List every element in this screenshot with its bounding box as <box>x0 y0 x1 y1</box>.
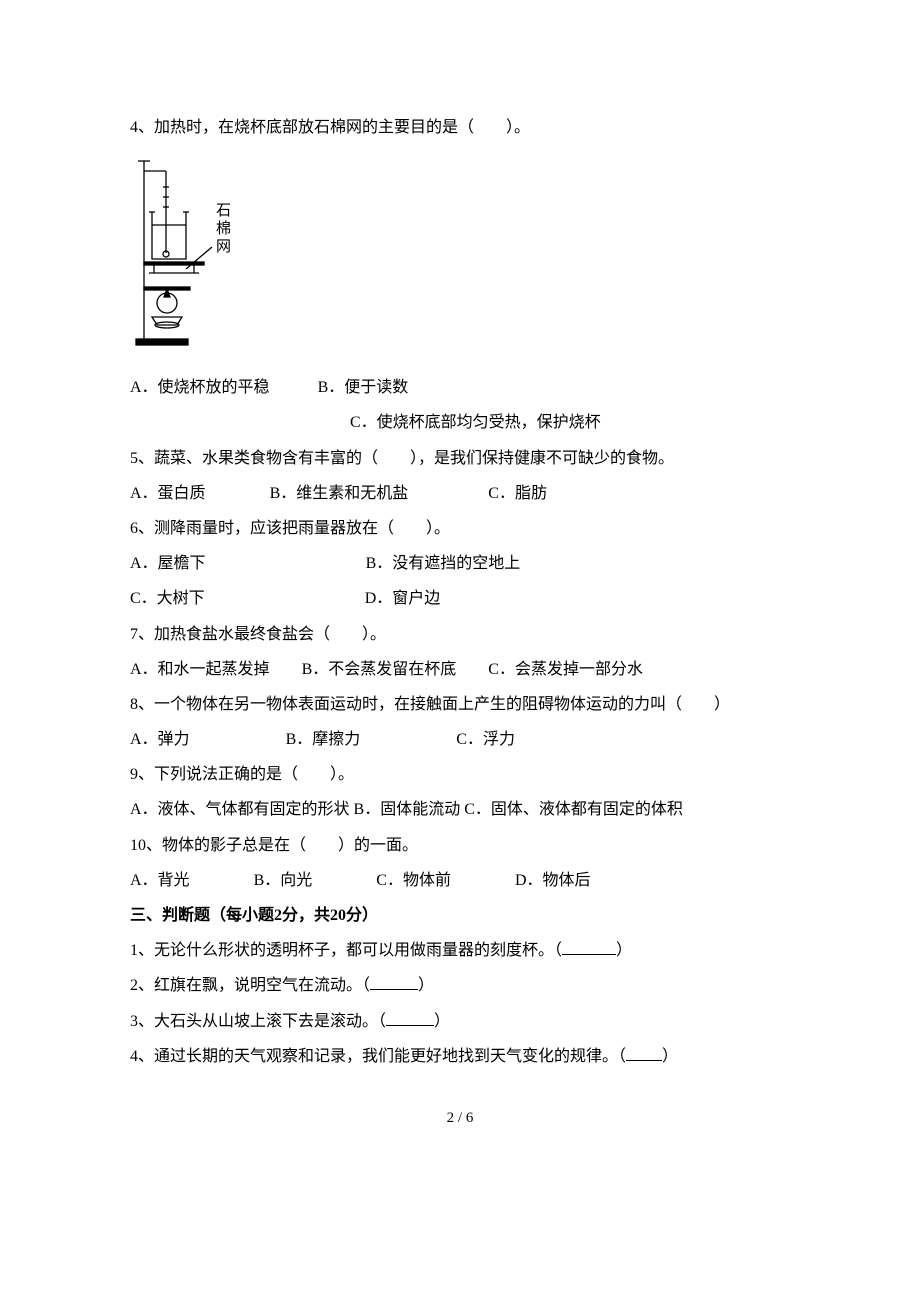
svg-text:棉: 棉 <box>216 220 231 237</box>
q5-optA: A．蛋白质 <box>130 485 206 502</box>
q10-stem: 10、物体的影子总是在（ ）的一面。 <box>130 828 790 863</box>
q4-stem: 4、加热时，在烧杯底部放石棉网的主要目的是（ ）。 <box>130 110 790 145</box>
q6-optB: B．没有遮挡的空地上 <box>366 555 521 572</box>
tf2: 2、红旗在飘，说明空气在流动。（ ） <box>130 968 790 1003</box>
q8-optB: B．摩擦力 <box>286 731 361 748</box>
tf4-text: 4、通过长期的天气观察和记录，我们能更好地找到天气变化的规律。（ <box>130 1048 626 1065</box>
q6-options-line2: C．大树下 D．窗户边 <box>130 581 790 616</box>
q4-options-line1: A．使烧杯放的平稳 B．便于读数 <box>130 370 790 405</box>
q10-options: A．背光 B．向光 C．物体前 D．物体后 <box>130 863 790 898</box>
tf3: 3、大石头从山坡上滚下去是滚动。（ ） <box>130 1004 790 1039</box>
q10-optC: C．物体前 <box>376 872 451 889</box>
q8-stem: 8、一个物体在另一物体表面运动时，在接触面上产生的阻碍物体运动的力叫（ ） <box>130 687 790 722</box>
q10-optB: B．向光 <box>254 872 313 889</box>
q7-options: A．和水一起蒸发掉 B．不会蒸发留在杯底 C．会蒸发掉一部分水 <box>130 652 790 687</box>
section3-heading: 三、判断题（每小题2分，共20分） <box>130 898 790 933</box>
tf4-blank[interactable] <box>626 1045 662 1061</box>
tf1-blank[interactable] <box>562 939 616 955</box>
q7-optA: A．和水一起蒸发掉 <box>130 661 270 678</box>
q4-options-line2: C．使烧杯底部均匀受热，保护烧杯 <box>130 405 790 440</box>
q7-stem: 7、加热食盐水最终食盐会（ ）。 <box>130 617 790 652</box>
svg-text:网: 网 <box>216 239 231 255</box>
tf2-blank[interactable] <box>370 974 418 990</box>
q4-diagram: 石 棉 网 <box>130 157 790 352</box>
tf2-text: 2、红旗在飘，说明空气在流动。（ <box>130 977 370 994</box>
tf1: 1、无论什么形状的透明杯子，都可以用做雨量器的刻度杯。（ ） <box>130 933 790 968</box>
svg-text:石: 石 <box>216 203 231 219</box>
q6-optC: C．大树下 <box>130 590 205 607</box>
page-footer: 2 / 6 <box>130 1110 790 1127</box>
tf3-blank[interactable] <box>386 1010 434 1026</box>
q9-stem: 9、下列说法正确的是（ ）。 <box>130 757 790 792</box>
q6-stem: 6、测降雨量时，应该把雨量器放在（ ）。 <box>130 511 790 546</box>
q10-optD: D．物体后 <box>515 872 591 889</box>
q5-optC: C．脂肪 <box>488 485 547 502</box>
q6-optD: D．窗户边 <box>365 590 441 607</box>
q8-optA: A．弹力 <box>130 731 190 748</box>
q6-options-line1: A．屋檐下 B．没有遮挡的空地上 <box>130 546 790 581</box>
q4-optC: C．使烧杯底部均匀受热，保护烧杯 <box>350 414 601 431</box>
tf3-text: 3、大石头从山坡上滚下去是滚动。（ <box>130 1013 386 1030</box>
q5-stem: 5、蔬菜、水果类食物含有丰富的（ ），是我们保持健康不可缺少的食物。 <box>130 441 790 476</box>
q7-optB: B．不会蒸发留在杯底 <box>302 661 457 678</box>
q9-options: A．液体、气体都有固定的形状 B．固体能流动 C．固体、液体都有固定的体积 <box>130 792 790 827</box>
q5-options: A．蛋白质 B．维生素和无机盐 C．脂肪 <box>130 476 790 511</box>
tf2-tail: ） <box>418 977 434 994</box>
tf4-tail: ） <box>662 1048 678 1065</box>
tf4: 4、通过长期的天气观察和记录，我们能更好地找到天气变化的规律。（ ） <box>130 1039 790 1074</box>
tf3-tail: ） <box>434 1013 450 1030</box>
q6-optA: A．屋檐下 <box>130 555 206 572</box>
tf1-tail: ） <box>616 942 632 959</box>
q5-optB: B．维生素和无机盐 <box>270 485 409 502</box>
q7-optC: C．会蒸发掉一部分水 <box>488 661 643 678</box>
q4-optB: B．便于读数 <box>318 379 409 396</box>
q8-optC: C．浮力 <box>456 731 515 748</box>
q10-optA: A．背光 <box>130 872 190 889</box>
q8-options: A．弹力 B．摩擦力 C．浮力 <box>130 722 790 757</box>
tf1-text: 1、无论什么形状的透明杯子，都可以用做雨量器的刻度杯。（ <box>130 942 562 959</box>
q4-optA: A．使烧杯放的平稳 <box>130 379 270 396</box>
